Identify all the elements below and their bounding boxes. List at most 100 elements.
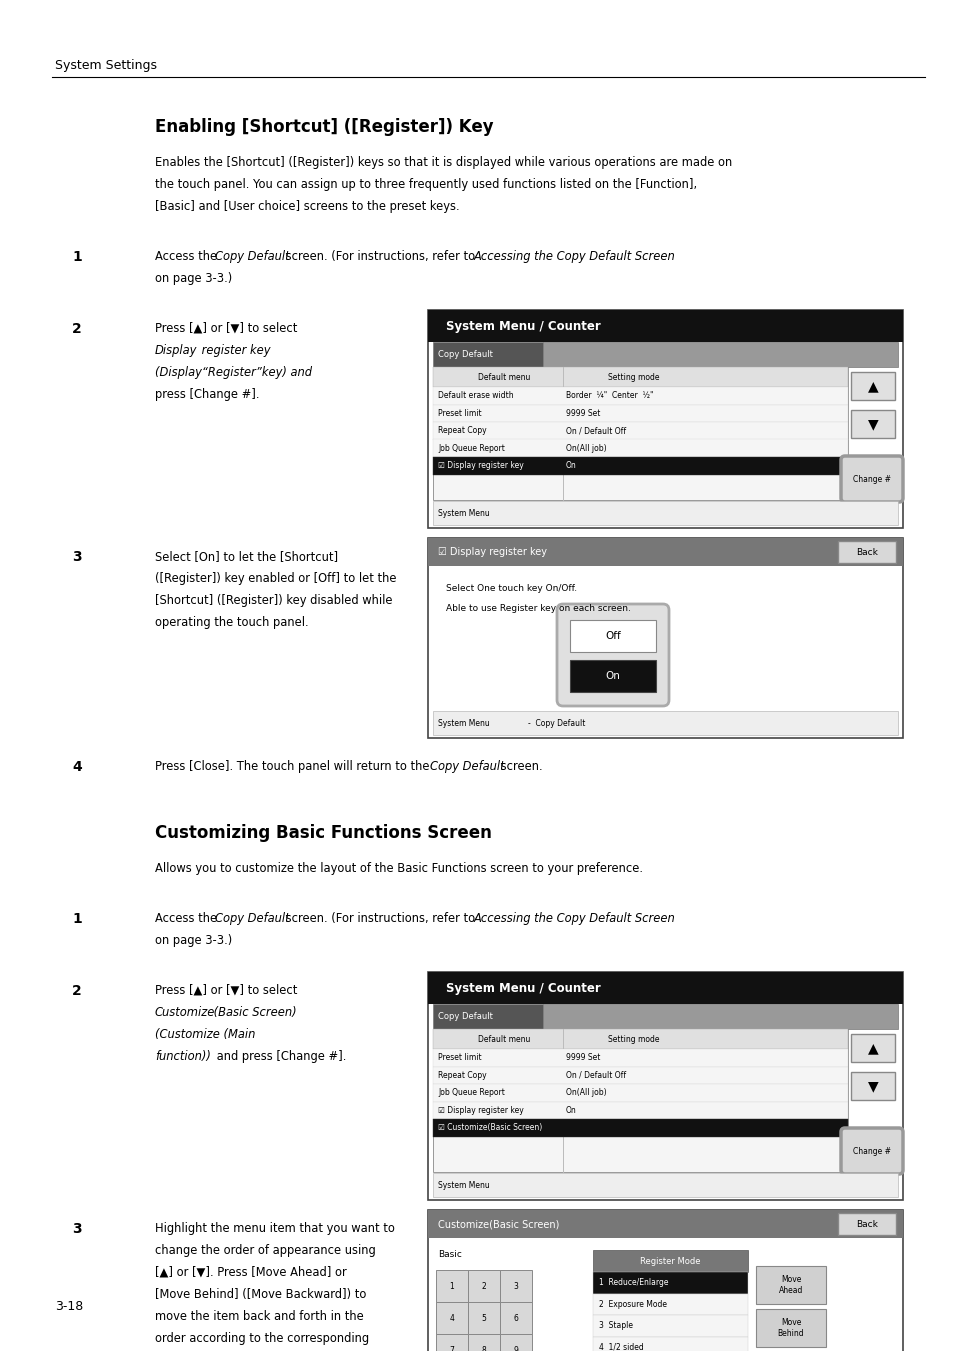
Text: Move
Ahead: Move Ahead — [778, 1275, 802, 1296]
Bar — [433, 1029, 847, 1173]
Text: Preset limit: Preset limit — [437, 409, 481, 417]
Text: Border  ¼"  Center  ½": Border ¼" Center ½" — [565, 392, 653, 400]
Text: on page 3-3.): on page 3-3.) — [154, 272, 232, 285]
Text: Customize(Basic Screen): Customize(Basic Screen) — [437, 1219, 558, 1229]
Text: 2: 2 — [71, 322, 82, 336]
Text: and press [Change #].: and press [Change #]. — [213, 1050, 346, 1063]
FancyBboxPatch shape — [841, 457, 902, 503]
Text: 3: 3 — [71, 1223, 82, 1236]
Text: System Menu: System Menu — [437, 508, 489, 517]
Text: screen. (For instructions, refer to: screen. (For instructions, refer to — [282, 250, 478, 263]
Text: [▲] or [▼]. Press [Move Ahead] or: [▲] or [▼]. Press [Move Ahead] or — [154, 1266, 346, 1279]
Text: 4: 4 — [71, 761, 82, 774]
Text: ([Register]) key enabled or [Off] to let the: ([Register]) key enabled or [Off] to let… — [154, 571, 396, 585]
Bar — [593, 1336, 747, 1351]
Text: 4  1/2 sided: 4 1/2 sided — [598, 1343, 643, 1351]
Text: Job Queue Report: Job Queue Report — [437, 443, 504, 453]
Bar — [433, 1066, 847, 1084]
Text: Preset limit: Preset limit — [437, 1054, 481, 1062]
Text: order according to the corresponding: order according to the corresponding — [154, 1332, 369, 1346]
Bar — [428, 309, 902, 342]
Text: 2: 2 — [481, 1282, 486, 1290]
Bar — [433, 1048, 847, 1066]
Text: 3: 3 — [71, 550, 82, 563]
Bar — [468, 1302, 499, 1333]
Text: On: On — [605, 671, 619, 681]
Text: System Menu / Counter: System Menu / Counter — [446, 981, 600, 994]
FancyBboxPatch shape — [841, 1128, 902, 1174]
Bar — [433, 711, 897, 735]
Text: Copy Default: Copy Default — [214, 250, 290, 263]
Text: ▲: ▲ — [867, 1042, 878, 1055]
Bar — [433, 342, 542, 367]
Bar — [837, 540, 895, 563]
Bar — [468, 1270, 499, 1302]
Text: ▼: ▼ — [867, 1079, 878, 1093]
Text: ▲: ▲ — [867, 380, 878, 393]
Text: 5: 5 — [481, 1313, 486, 1323]
Text: ☑ Display register key: ☑ Display register key — [437, 1105, 523, 1115]
Text: Repeat Copy: Repeat Copy — [437, 427, 486, 435]
Text: 3: 3 — [513, 1282, 517, 1290]
Text: 1: 1 — [449, 1282, 454, 1290]
Text: 7: 7 — [449, 1346, 454, 1351]
Text: Back: Back — [855, 1220, 877, 1228]
Text: 9999 Set: 9999 Set — [565, 1054, 599, 1062]
Text: ☑ Display register key: ☑ Display register key — [437, 461, 523, 470]
Text: Display: Display — [154, 345, 197, 357]
Text: (Display“Register”key) and: (Display“Register”key) and — [154, 366, 312, 380]
Bar — [428, 971, 902, 1004]
Bar — [436, 1333, 468, 1351]
Bar — [593, 1273, 747, 1293]
Bar — [499, 1270, 532, 1302]
Text: press [Change #].: press [Change #]. — [154, 388, 259, 401]
Text: Setting mode: Setting mode — [607, 1035, 659, 1043]
Text: On / Default Off: On / Default Off — [565, 427, 625, 435]
Text: Move
Behind: Move Behind — [777, 1319, 803, 1339]
Text: Select [On] to let the [Shortcut]: Select [On] to let the [Shortcut] — [154, 550, 337, 563]
Text: Copy Default: Copy Default — [437, 1012, 493, 1021]
Text: Register Mode: Register Mode — [639, 1256, 700, 1266]
Text: Highlight the menu item that you want to: Highlight the menu item that you want to — [154, 1223, 395, 1235]
Bar — [755, 1309, 825, 1347]
Text: System Menu: System Menu — [437, 719, 489, 727]
Bar — [468, 1333, 499, 1351]
Text: Copy Default: Copy Default — [430, 761, 504, 773]
Bar — [850, 409, 894, 438]
Text: 2: 2 — [71, 984, 82, 998]
Bar — [755, 1266, 825, 1304]
Text: System Settings: System Settings — [55, 59, 157, 72]
Text: (Customize (Main: (Customize (Main — [154, 1028, 255, 1042]
Bar — [428, 1210, 902, 1238]
Bar — [433, 404, 847, 422]
Bar — [433, 457, 847, 474]
Bar — [433, 1004, 542, 1029]
Text: -  Copy Default: - Copy Default — [527, 719, 585, 727]
Text: Press [▲] or [▼] to select: Press [▲] or [▼] to select — [154, 984, 301, 997]
Bar — [433, 1084, 847, 1101]
Text: Default menu: Default menu — [477, 1035, 530, 1043]
Bar — [428, 309, 902, 528]
Text: 1: 1 — [71, 250, 82, 263]
Text: (Basic Screen): (Basic Screen) — [210, 1006, 296, 1019]
Bar — [837, 1213, 895, 1235]
Text: Customize: Customize — [154, 1006, 215, 1019]
Bar — [428, 1210, 902, 1351]
Bar — [433, 386, 847, 404]
Text: ▼: ▼ — [867, 417, 878, 431]
Text: [Move Behind] ([Move Backward]) to: [Move Behind] ([Move Backward]) to — [154, 1288, 366, 1301]
Text: Accessing the Copy Default Screen: Accessing the Copy Default Screen — [474, 250, 675, 263]
Text: On(All job): On(All job) — [565, 1089, 606, 1097]
Text: System Menu / Counter: System Menu / Counter — [446, 319, 600, 332]
Text: Allows you to customize the layout of the Basic Functions screen to your prefere: Allows you to customize the layout of th… — [154, 862, 642, 875]
Text: 9999 Set: 9999 Set — [565, 409, 599, 417]
Text: function)): function)) — [154, 1050, 211, 1063]
Text: operating the touch panel.: operating the touch panel. — [154, 616, 309, 630]
Text: [Basic] and [User choice] screens to the preset keys.: [Basic] and [User choice] screens to the… — [154, 200, 459, 213]
Bar — [593, 1250, 747, 1273]
Bar — [433, 1119, 847, 1136]
Text: Copy Default: Copy Default — [437, 350, 493, 359]
Text: Accessing the Copy Default Screen: Accessing the Copy Default Screen — [474, 912, 675, 925]
Text: 8: 8 — [481, 1346, 486, 1351]
Text: register key: register key — [198, 345, 271, 357]
